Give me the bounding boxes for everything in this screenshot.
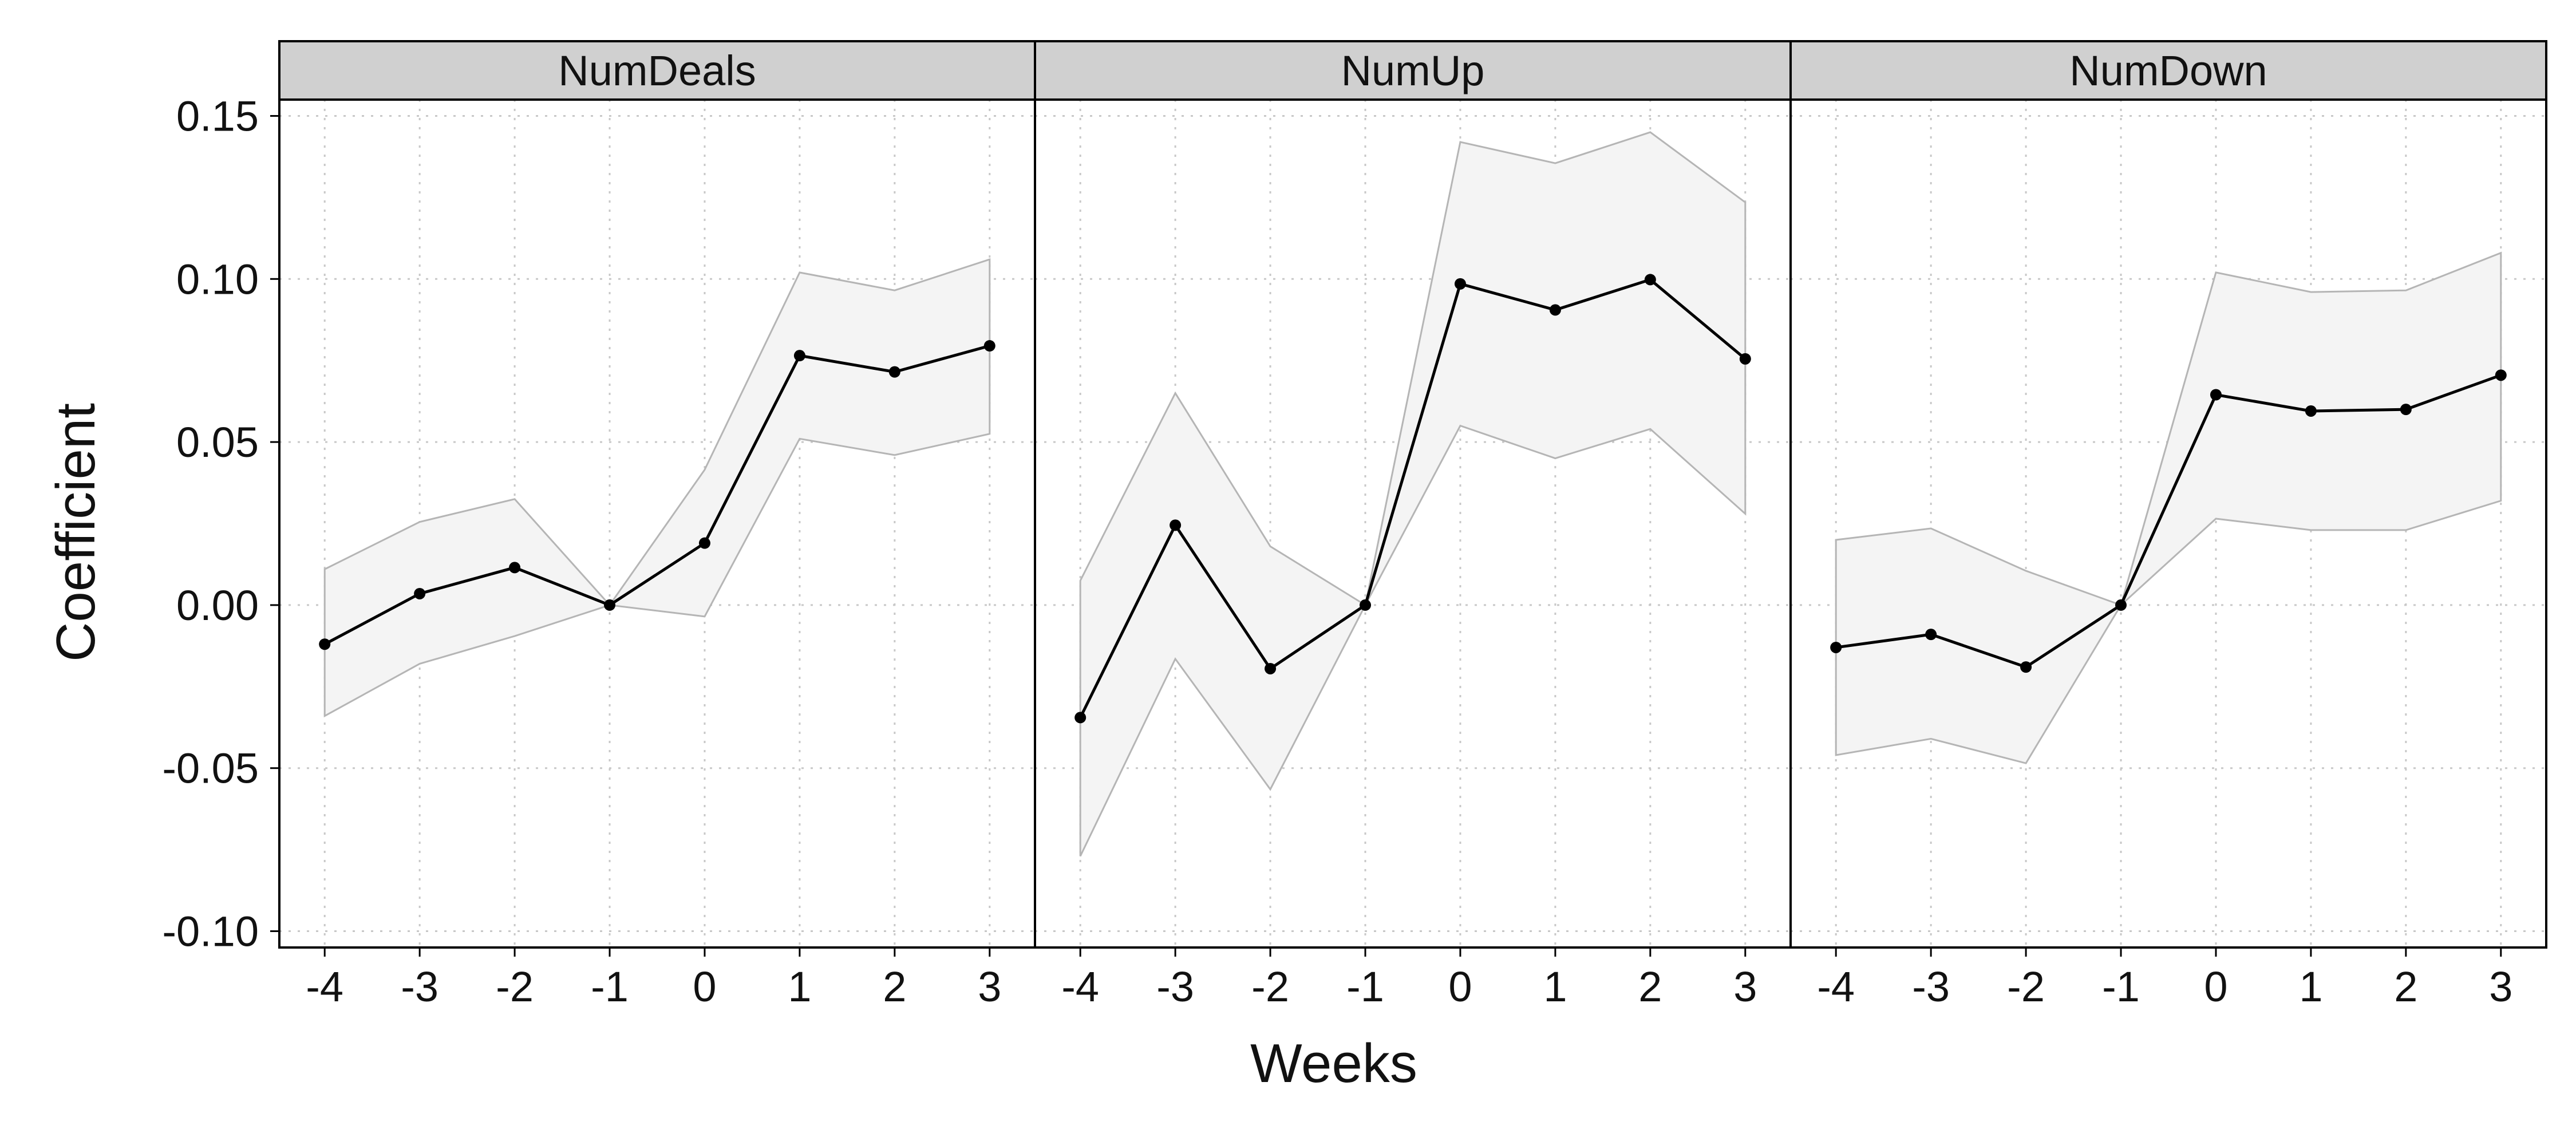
coefficient-point <box>1549 304 1561 316</box>
y-tick-label: -0.05 <box>162 745 259 792</box>
y-tick-label: 0.15 <box>176 92 259 140</box>
x-tick-label: 3 <box>978 963 1001 1010</box>
panel-numup: NumUp <box>1034 40 1792 949</box>
y-axis-title: Coefficient <box>45 403 106 662</box>
coefficient-point <box>1074 712 1086 724</box>
coefficient-point <box>1925 629 1937 641</box>
coefficient-line <box>1835 373 2502 669</box>
x-tick-label: -4 <box>1817 963 1855 1010</box>
coefficient-point <box>1454 278 1466 290</box>
strip-label: NumDeals <box>558 47 756 94</box>
coefficient-point <box>793 350 805 362</box>
coefficient-point <box>2210 389 2222 401</box>
coefficient-point <box>414 587 426 599</box>
coefficient-point <box>319 638 331 650</box>
x-tick-label: -4 <box>306 963 343 1010</box>
y-axis: -0.10 -0.05 0.00 0.05 0.10 0.15 <box>162 92 279 956</box>
coefficient-point <box>1265 662 1277 674</box>
x-tick-label: -3 <box>1912 963 1950 1010</box>
x-tick-label: 2 <box>883 963 906 1010</box>
coefficient-point <box>983 340 995 352</box>
confidence-band <box>1079 131 1747 857</box>
panel-frame <box>278 98 1036 949</box>
coefficient-point <box>1170 519 1182 531</box>
x-axis: -4 -3 -2 -1 0 1 2 3 -4 -3 -2 -1 0 1 2 3 -4 -3 -2 -1 0 1 2 3 <box>306 947 2512 1010</box>
x-tick-label: -3 <box>401 963 438 1010</box>
coefficient-point <box>1644 274 1656 286</box>
strip-label: NumDown <box>2069 47 2267 94</box>
confidence-band <box>323 258 991 718</box>
coefficient-point <box>1739 353 1751 365</box>
coefficient-point <box>1830 641 1842 653</box>
strip-header <box>1789 40 2547 101</box>
coefficient-point <box>2020 661 2032 673</box>
x-tick-label: -1 <box>1346 963 1384 1010</box>
y-tick-label: 0.00 <box>176 582 259 629</box>
x-tick-label: 1 <box>788 963 811 1010</box>
confidence-band <box>1835 251 2502 764</box>
strip-header <box>1034 40 1792 101</box>
y-tick-label: 0.10 <box>176 255 259 303</box>
coefficient-point <box>1360 599 1372 611</box>
x-tick-label: 1 <box>2299 963 2322 1010</box>
x-tick-label: 0 <box>1448 963 1472 1010</box>
x-tick-label: 0 <box>693 963 716 1010</box>
x-tick-label: -3 <box>1156 963 1194 1010</box>
strip-label: NumUp <box>1341 47 1485 94</box>
y-tick-label: 0.05 <box>176 418 259 466</box>
x-tick-label: 3 <box>2489 963 2512 1010</box>
coefficient-point <box>2400 404 2412 416</box>
coefficient-line <box>1078 278 1747 718</box>
coefficient-point <box>2305 405 2317 417</box>
x-tick-label: 1 <box>1543 963 1567 1010</box>
panel-numdown: NumDown <box>1789 40 2547 949</box>
coefficient-point <box>698 537 710 549</box>
panel-numdeals: NumDeals <box>278 40 1036 949</box>
y-tick-label: -0.10 <box>162 908 259 956</box>
x-tick-label: -1 <box>591 963 629 1010</box>
x-axis-title: Weeks <box>1250 1033 1417 1094</box>
x-tick-label: 0 <box>2204 963 2227 1010</box>
x-tick-label: -2 <box>2007 963 2045 1010</box>
x-tick-label: 3 <box>1733 963 1757 1010</box>
x-tick-label: -1 <box>2102 963 2140 1010</box>
x-tick-label: 2 <box>1638 963 1662 1010</box>
strip-header <box>278 40 1036 101</box>
coefficient-point <box>888 366 900 378</box>
coefficient-line <box>324 344 990 646</box>
x-tick-label: -2 <box>496 963 534 1010</box>
coefficient-point <box>509 562 521 574</box>
panels-layer: NumDeals NumUp NumDown <box>278 40 2547 949</box>
x-tick-label: 2 <box>2394 963 2417 1010</box>
coefficient-point <box>2115 599 2127 611</box>
x-tick-label: -2 <box>1251 963 1289 1010</box>
coefficient-point <box>2495 369 2507 381</box>
x-tick-label: -4 <box>1061 963 1099 1010</box>
coefficient-point <box>604 599 616 611</box>
